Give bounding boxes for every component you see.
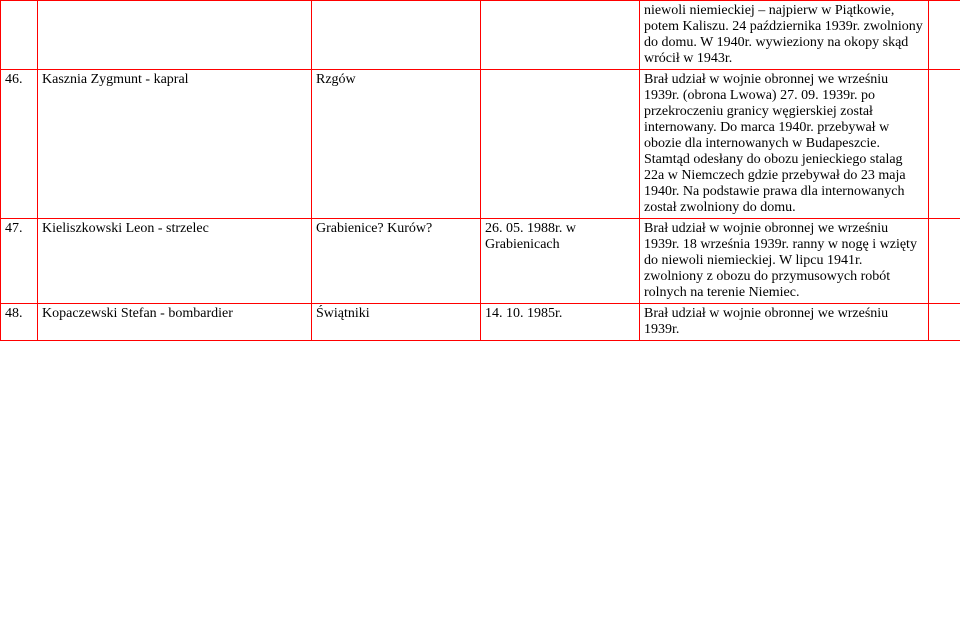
person-name: Kopaczewski Stefan - bombardier <box>38 304 312 341</box>
table-row: 48.Kopaczewski Stefan - bombardierŚwiątn… <box>1 304 960 341</box>
description: Brał udział w wojnie obronnej we wrześni… <box>640 70 929 219</box>
person-name: Kasznia Zygmunt - kapral <box>38 70 312 219</box>
description: Brał udział w wojnie obronnej we wrześni… <box>640 304 929 341</box>
description: niewoli niemieckiej – najpierw w Piątkow… <box>640 1 929 70</box>
table-row: niewoli niemieckiej – najpierw w Piątkow… <box>1 1 960 70</box>
date: 14. 10. 1985r. <box>481 304 640 341</box>
row-number: 46. <box>1 70 38 219</box>
date: 26. 05. 1988r. w Grabienicach <box>481 219 640 304</box>
records-tbody: niewoli niemieckiej – najpierw w Piątkow… <box>1 1 960 341</box>
trailing-cell <box>929 1 960 70</box>
place <box>312 1 481 70</box>
date <box>481 1 640 70</box>
place: Grabienice? Kurów? <box>312 219 481 304</box>
row-number: 47. <box>1 219 38 304</box>
place: Świątniki <box>312 304 481 341</box>
row-number: 48. <box>1 304 38 341</box>
person-name <box>38 1 312 70</box>
trailing-cell <box>929 70 960 219</box>
place: Rzgów <box>312 70 481 219</box>
row-number <box>1 1 38 70</box>
records-table: niewoli niemieckiej – najpierw w Piątkow… <box>0 0 960 341</box>
table-row: 47.Kieliszkowski Leon - strzelecGrabieni… <box>1 219 960 304</box>
trailing-cell <box>929 304 960 341</box>
date <box>481 70 640 219</box>
trailing-cell <box>929 219 960 304</box>
table-row: 46.Kasznia Zygmunt - kapralRzgów Brał udz… <box>1 70 960 219</box>
person-name: Kieliszkowski Leon - strzelec <box>38 219 312 304</box>
description: Brał udział w wojnie obronnej we wrześni… <box>640 219 929 304</box>
